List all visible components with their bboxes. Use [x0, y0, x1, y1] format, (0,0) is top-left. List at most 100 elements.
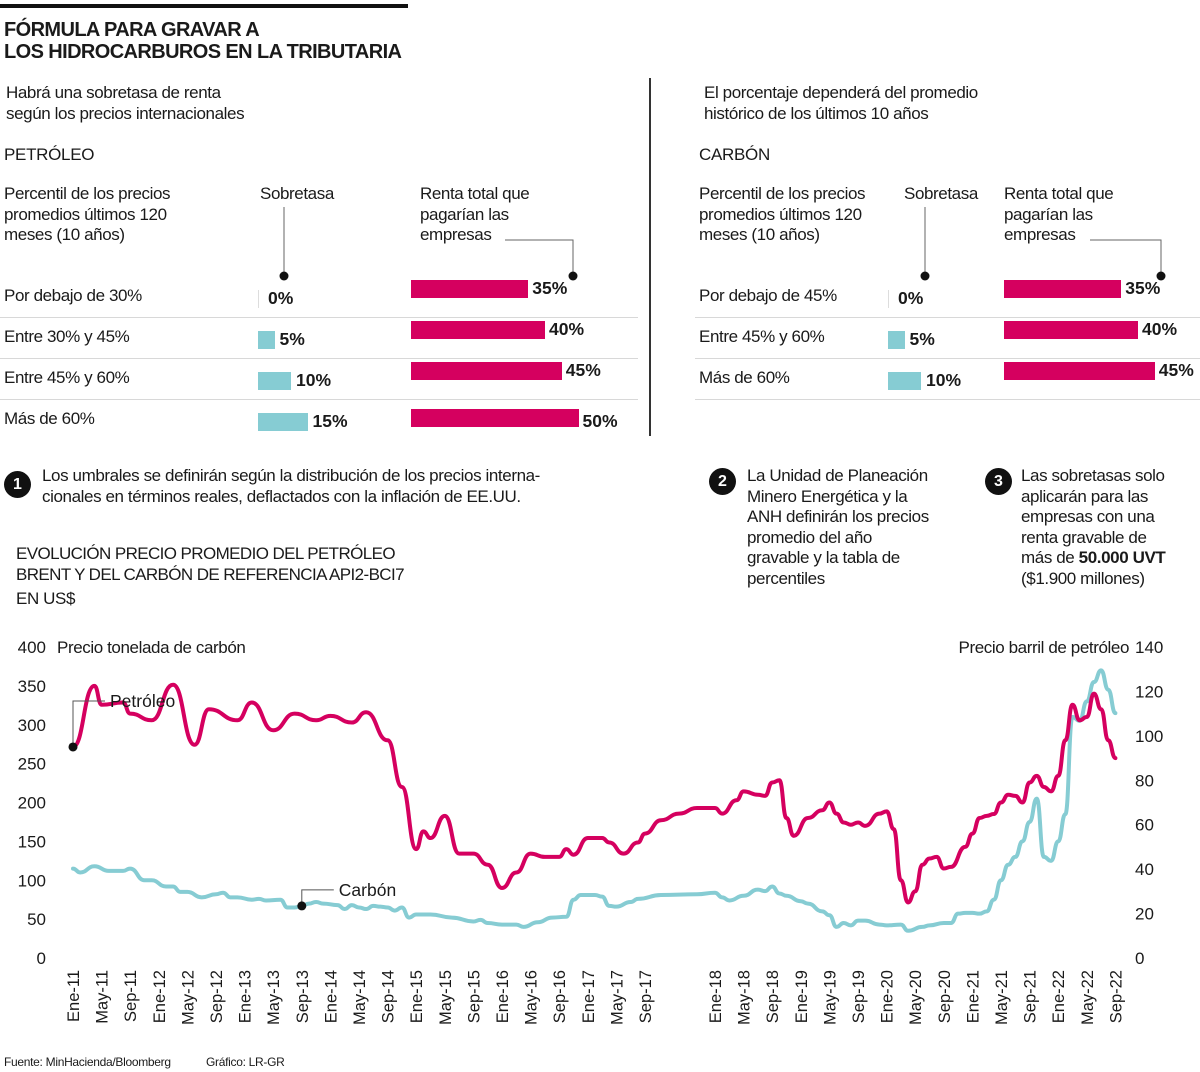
row-separator	[695, 317, 1200, 318]
page-title: FÓRMULA PARA GRAVAR A LOS HIDROCARBUROS …	[4, 19, 402, 63]
sobretasa-bar	[258, 290, 259, 308]
row-separator	[0, 358, 638, 359]
row-label: Entre 45% y 60%	[4, 368, 130, 387]
sobretasa-bar	[258, 413, 308, 431]
x-axis-tick: May-12	[179, 970, 197, 1025]
x-axis-tick: Ene-11	[65, 970, 83, 1022]
right-axis-label: Precio barril de petróleo	[958, 638, 1130, 657]
note-2-number-icon: 2	[709, 468, 736, 495]
left-axis-tick: 100	[18, 871, 46, 890]
left-axis-tick: 0	[37, 949, 46, 968]
x-axis-tick: May-15	[437, 970, 455, 1025]
right-axis-tick: 0	[1135, 949, 1144, 968]
row-label: Más de 60%	[4, 409, 95, 428]
petroleo-intro: Habrá una sobretasa de renta según los p…	[6, 83, 245, 123]
sobretasa-value: 0%	[268, 288, 294, 308]
credit-note: Gráfico: LR-GR	[206, 1055, 285, 1069]
x-axis-tick: Ene-14	[322, 970, 340, 1023]
right-axis-tick: 100	[1135, 727, 1163, 746]
top-rule	[0, 4, 408, 8]
renta-value: 35%	[1125, 278, 1161, 298]
renta-bar	[411, 409, 579, 427]
x-axis-tick: May-16	[523, 970, 541, 1025]
x-axis-tick: Ene-19	[793, 970, 811, 1023]
left-axis-tick: 200	[18, 794, 46, 813]
note-1-text: Los umbrales se definirán según la distr…	[42, 466, 540, 506]
carbon-col-sobretasa: Sobretasa	[904, 184, 978, 203]
sobretasa-bar	[258, 372, 291, 390]
row-label: Entre 45% y 60%	[699, 327, 825, 346]
x-axis-tick: Sep-16	[551, 970, 569, 1023]
sobretasa-value: 5%	[279, 329, 305, 349]
left-axis-tick: 400	[18, 638, 46, 657]
sobretasa-value: 15%	[312, 411, 348, 431]
connector-dot	[920, 271, 930, 281]
x-axis-tick: Ene-22	[1050, 970, 1068, 1023]
right-axis-tick: 120	[1135, 682, 1163, 701]
sobretasa-value: 5%	[909, 329, 935, 349]
left-axis-tick: 350	[18, 677, 46, 696]
series-callout-line	[301, 889, 334, 906]
sobretasa-value: 10%	[296, 370, 332, 390]
renta-bar	[411, 362, 562, 380]
x-axis-tick: May-18	[736, 970, 754, 1025]
renta-value: 40%	[549, 319, 585, 339]
renta-value: 45%	[565, 360, 601, 380]
row-separator	[0, 399, 638, 400]
x-axis-tick: May-13	[265, 970, 283, 1025]
sobretasa-bar	[888, 290, 889, 308]
renta-bar	[1004, 362, 1155, 380]
chart-title: EVOLUCIÓN PRECIO PROMEDIO DEL PETRÓLEO B…	[16, 544, 405, 584]
x-axis-tick: Sep-14	[380, 970, 398, 1023]
row-label: Entre 30% y 45%	[4, 327, 130, 346]
connector-line	[505, 239, 574, 276]
carbon-col-percentil: Percentil de los precios promedios últim…	[699, 184, 866, 244]
panel-divider	[649, 78, 651, 436]
note-2-text: La Unidad de Planeación Minero Energétic…	[747, 466, 929, 588]
sobretasa-bar	[888, 331, 905, 349]
connector-dot	[568, 271, 578, 281]
x-axis-tick: Ene-17	[580, 970, 598, 1023]
x-axis-tick: May-17	[608, 970, 626, 1025]
note-3-text-after: ($1.900 millones)	[1021, 568, 1145, 588]
petroleo-col-sobretasa: Sobretasa	[260, 184, 334, 203]
x-axis-tick: Ene-21	[964, 970, 982, 1023]
right-axis-tick: 60	[1135, 816, 1154, 835]
source-note: Fuente: MinHacienda/Bloomberg	[4, 1055, 171, 1069]
sobretasa-bar	[888, 372, 921, 390]
sobretasa-bar	[258, 331, 275, 349]
x-axis-tick: Sep-22	[1107, 970, 1125, 1023]
note-3-text: Las sobretasas solo aplicarán para las e…	[1021, 466, 1166, 589]
note-3-text-bold: 50.000 UVT	[1078, 548, 1166, 567]
right-axis-tick: 40	[1135, 860, 1154, 879]
left-axis-label: Precio tonelada de carbón	[57, 638, 246, 657]
series-callout-dot	[68, 742, 78, 752]
carbon-intro: El porcentaje dependerá del promedio his…	[704, 83, 978, 123]
row-label: Más de 60%	[699, 368, 790, 387]
series-label: Carbón	[339, 880, 396, 900]
left-axis-tick: 300	[18, 716, 46, 735]
carbon-series-line	[71, 668, 1118, 933]
petroleo-col-renta: Renta total que pagarían las empresas	[420, 184, 530, 244]
x-axis-tick: Sep-19	[850, 970, 868, 1023]
connector-dot	[1156, 271, 1166, 281]
x-axis-tick: May-22	[1079, 970, 1097, 1025]
row-label: Por debajo de 45%	[699, 286, 837, 305]
renta-bar	[1004, 280, 1122, 298]
x-axis-tick: May-11	[94, 970, 112, 1024]
petroleo-section-title: PETRÓLEO	[4, 145, 95, 164]
row-separator	[695, 399, 1200, 400]
x-axis-tick: Ene-16	[494, 970, 512, 1023]
left-axis-tick: 50	[27, 910, 46, 929]
renta-bar	[1004, 321, 1138, 339]
row-label: Por debajo de 30%	[4, 286, 142, 305]
x-axis-tick: Sep-20	[936, 970, 954, 1023]
connector-dot	[279, 271, 289, 281]
renta-bar	[411, 280, 529, 298]
renta-value: 40%	[1142, 319, 1178, 339]
note-1-number-icon: 1	[4, 471, 31, 498]
series-callout-dot	[297, 901, 307, 911]
x-axis-tick: Sep-15	[465, 970, 483, 1023]
x-axis-tick: Sep-21	[1022, 970, 1040, 1023]
column-connectors	[279, 207, 1166, 281]
